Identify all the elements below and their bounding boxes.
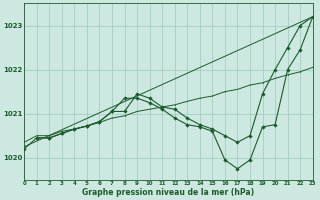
X-axis label: Graphe pression niveau de la mer (hPa): Graphe pression niveau de la mer (hPa) xyxy=(83,188,254,197)
